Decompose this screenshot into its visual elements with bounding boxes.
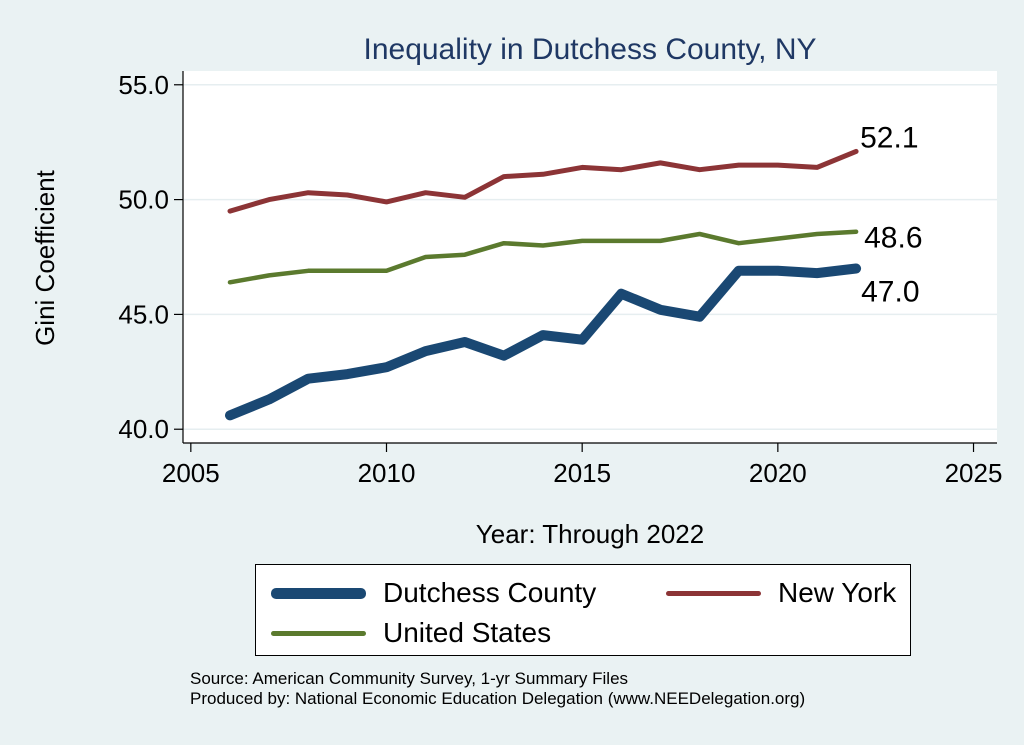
series-line-dutchess-county: [225, 263, 862, 421]
series-line-new-york: [227, 148, 859, 214]
legend-item-united-states: United States: [271, 617, 551, 649]
legend: Dutchess County New York United States: [255, 564, 911, 656]
legend-item-dutchess-county: Dutchess County: [271, 577, 596, 609]
series-lines: [225, 148, 862, 421]
x-tick-label: 2005: [162, 458, 220, 488]
x-axis-title: Year: Through 2022: [476, 519, 704, 549]
end-labels: 47.0 52.1 48.6: [860, 121, 922, 308]
legend-label-united-states: United States: [383, 617, 552, 648]
legend-swatch-united-states: [271, 630, 366, 636]
y-tick-label: 40.0: [118, 414, 169, 444]
axes: 40.0 45.0 50.0 55.0 2005 2010 2015 2020 2025: [118, 70, 1002, 488]
legend-label-dutchess-county: Dutchess County: [383, 577, 597, 608]
series-line-united-states: [227, 229, 859, 285]
legend-item-new-york: New York: [666, 577, 896, 609]
x-tick-label: 2020: [749, 458, 807, 488]
end-label-dutchess-county: 47.0: [861, 275, 919, 308]
end-label-new-york: 52.1: [860, 121, 918, 154]
source-line: Source: American Community Survey, 1-yr …: [190, 669, 629, 688]
legend-swatch-new-york: [666, 590, 761, 596]
x-tick-label: 2010: [358, 458, 416, 488]
source-note: Source: American Community Survey, 1-yr …: [190, 669, 805, 709]
x-tick-label: 2025: [945, 458, 1003, 488]
legend-swatch-dutchess-county: [271, 587, 366, 599]
y-axis-title: Gini Coefficient: [30, 169, 60, 346]
end-label-united-states: 48.6: [864, 222, 922, 255]
gridlines: [183, 84, 997, 430]
producer-line: Produced by: National Economic Education…: [190, 689, 806, 708]
legend-label-new-york: New York: [778, 577, 897, 608]
chart-title: Inequality in Dutchess County, NY: [363, 33, 816, 66]
y-tick-label: 45.0: [118, 299, 169, 329]
y-tick-label: 50.0: [118, 185, 169, 215]
y-tick-label: 55.0: [118, 70, 169, 100]
x-tick-label: 2015: [553, 458, 611, 488]
